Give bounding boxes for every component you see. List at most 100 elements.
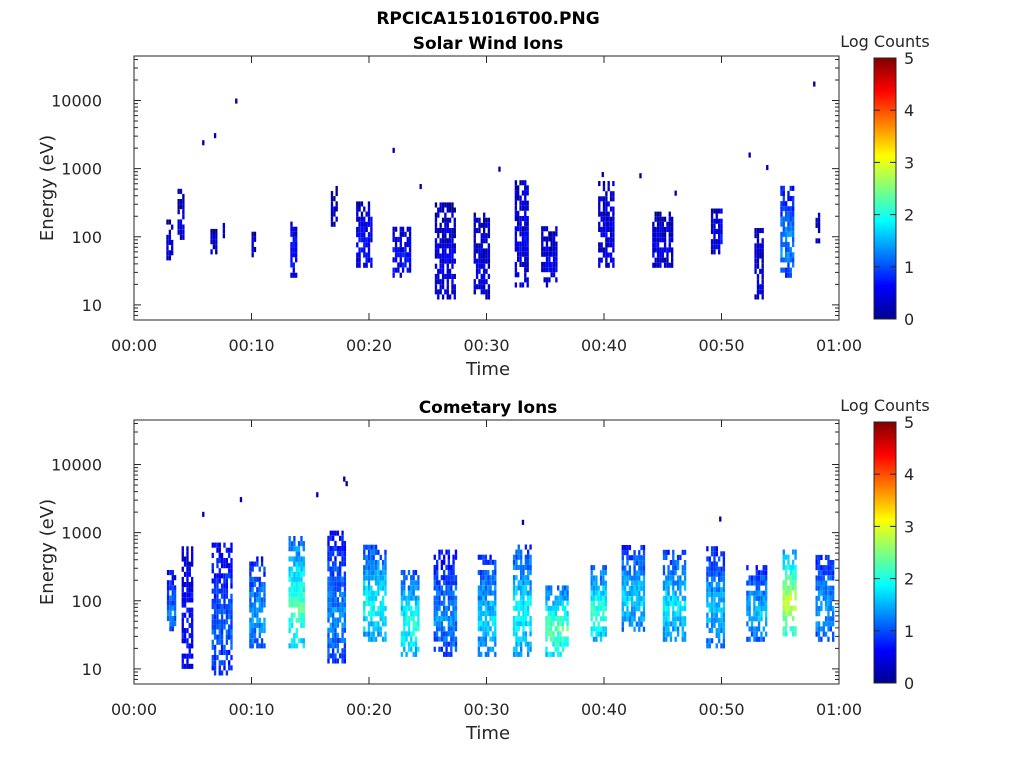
cometary-cell xyxy=(604,570,607,576)
solar-wind-cell xyxy=(487,253,491,259)
cometary-cell xyxy=(171,621,174,627)
cometary-cell xyxy=(412,580,415,586)
solar-wind-cell xyxy=(761,248,764,254)
solar-wind-cell xyxy=(609,216,613,222)
cometary-cell xyxy=(782,610,785,616)
cometary-cell xyxy=(524,575,528,581)
cometary-cell xyxy=(517,641,520,647)
cometary-cell xyxy=(374,621,378,627)
cometary-cell xyxy=(815,554,818,561)
cometary-cell xyxy=(817,631,821,637)
cometary-cell xyxy=(529,616,532,622)
cometary-cell xyxy=(665,575,668,581)
cometary-cell xyxy=(186,607,189,613)
solar-wind-cell xyxy=(475,217,479,223)
cometary-cell xyxy=(662,616,666,622)
solar-wind-cell xyxy=(663,257,667,263)
cometary-cell xyxy=(450,564,453,571)
solar-wind-cell xyxy=(365,237,368,243)
solar-wind-cell xyxy=(441,294,445,300)
cometary-cell xyxy=(592,565,596,571)
cometary-cell xyxy=(715,546,718,552)
cometary-cell xyxy=(561,600,565,606)
cometary-cell xyxy=(367,590,371,596)
cometary-y-tick-label: 10 xyxy=(82,660,102,679)
solar-wind-cell xyxy=(434,202,438,208)
cometary-cell xyxy=(794,595,797,601)
cometary-cell xyxy=(220,614,224,620)
cometary-cell xyxy=(412,590,415,596)
cometary-cell xyxy=(529,554,532,560)
solar-wind-cell xyxy=(210,239,213,245)
cometary-cell xyxy=(447,575,451,581)
solar-wind-cell xyxy=(780,206,783,212)
solar-wind-cell xyxy=(182,234,185,240)
cometary-cell xyxy=(403,631,406,637)
cometary-cell xyxy=(829,626,832,632)
solar-wind-cell xyxy=(718,228,721,235)
solar-wind-cell xyxy=(817,222,821,229)
cometary-cell xyxy=(183,638,187,644)
cometary-cell xyxy=(760,580,763,586)
cometary-cell xyxy=(297,556,301,562)
cometary-cell xyxy=(186,643,189,649)
cometary-cell xyxy=(332,627,335,633)
cometary-cell xyxy=(381,621,385,627)
cometary-cell xyxy=(762,626,765,632)
solar-wind-cell xyxy=(235,98,238,104)
cometary-plot-area[interactable]: 00:00 00:10 00:20 00:30 00:40 00:50 01:00 1010… xyxy=(51,419,862,719)
solar-wind-cell xyxy=(550,246,553,252)
cometary-cell xyxy=(433,610,436,617)
cometary-cell xyxy=(672,621,675,627)
cometary-cell xyxy=(251,602,254,608)
cometary-cell xyxy=(339,566,342,572)
cometary-cell xyxy=(181,551,184,557)
cometary-cell xyxy=(484,610,488,617)
cometary-cell xyxy=(676,626,680,632)
cometary-cell xyxy=(171,570,174,576)
solar-wind-cell xyxy=(817,238,821,244)
solar-wind-cell xyxy=(607,201,610,207)
cometary-cell xyxy=(794,575,797,581)
cometary-cell xyxy=(785,575,788,581)
cometary-cell xyxy=(487,605,490,611)
cometary-cell xyxy=(253,592,257,598)
solar-wind-cell xyxy=(710,239,714,245)
solar-wind-cell xyxy=(605,242,608,248)
cometary-cell xyxy=(381,611,385,617)
cometary-cell xyxy=(213,629,217,635)
cometary-cell xyxy=(223,598,226,604)
solar-wind-plot-area[interactable]: 00:00 00:10 00:20 00:30 00:40 00:50 01:00 1010… xyxy=(51,55,862,355)
solar-wind-cell xyxy=(406,242,409,248)
solar-wind-cell xyxy=(451,258,454,264)
cometary-cell xyxy=(447,559,451,565)
cometary-cell xyxy=(602,606,605,612)
cometary-cell xyxy=(302,638,305,644)
cometary-cell xyxy=(520,651,523,657)
cometary-cell xyxy=(564,616,567,622)
cometary-cell xyxy=(341,581,344,587)
cometary-cell xyxy=(642,560,646,566)
cometary-cell xyxy=(377,575,380,581)
cometary-cell xyxy=(817,590,821,596)
cometary-cell xyxy=(379,580,382,586)
cometary-cell xyxy=(491,616,495,622)
cometary-cell xyxy=(484,641,488,647)
cometary-cell xyxy=(621,626,624,632)
solar-wind-cell xyxy=(179,229,183,235)
solar-wind-cell xyxy=(602,186,606,192)
solar-wind-cell xyxy=(434,289,438,295)
solar-wind-cell xyxy=(713,223,716,229)
cometary-cell xyxy=(672,585,675,591)
solar-wind-cell xyxy=(785,226,788,232)
cometary-cell xyxy=(370,595,373,601)
solar-wind-cell xyxy=(787,226,790,232)
cometary-cell xyxy=(403,621,406,627)
cometary-cell xyxy=(381,595,385,601)
cometary-cell xyxy=(377,549,380,555)
solar-wind-cell xyxy=(609,191,613,197)
solar-wind-cell xyxy=(475,284,479,290)
cometary-cell xyxy=(329,556,332,562)
cometary-cell xyxy=(213,609,217,615)
cometary-cell xyxy=(765,580,768,586)
